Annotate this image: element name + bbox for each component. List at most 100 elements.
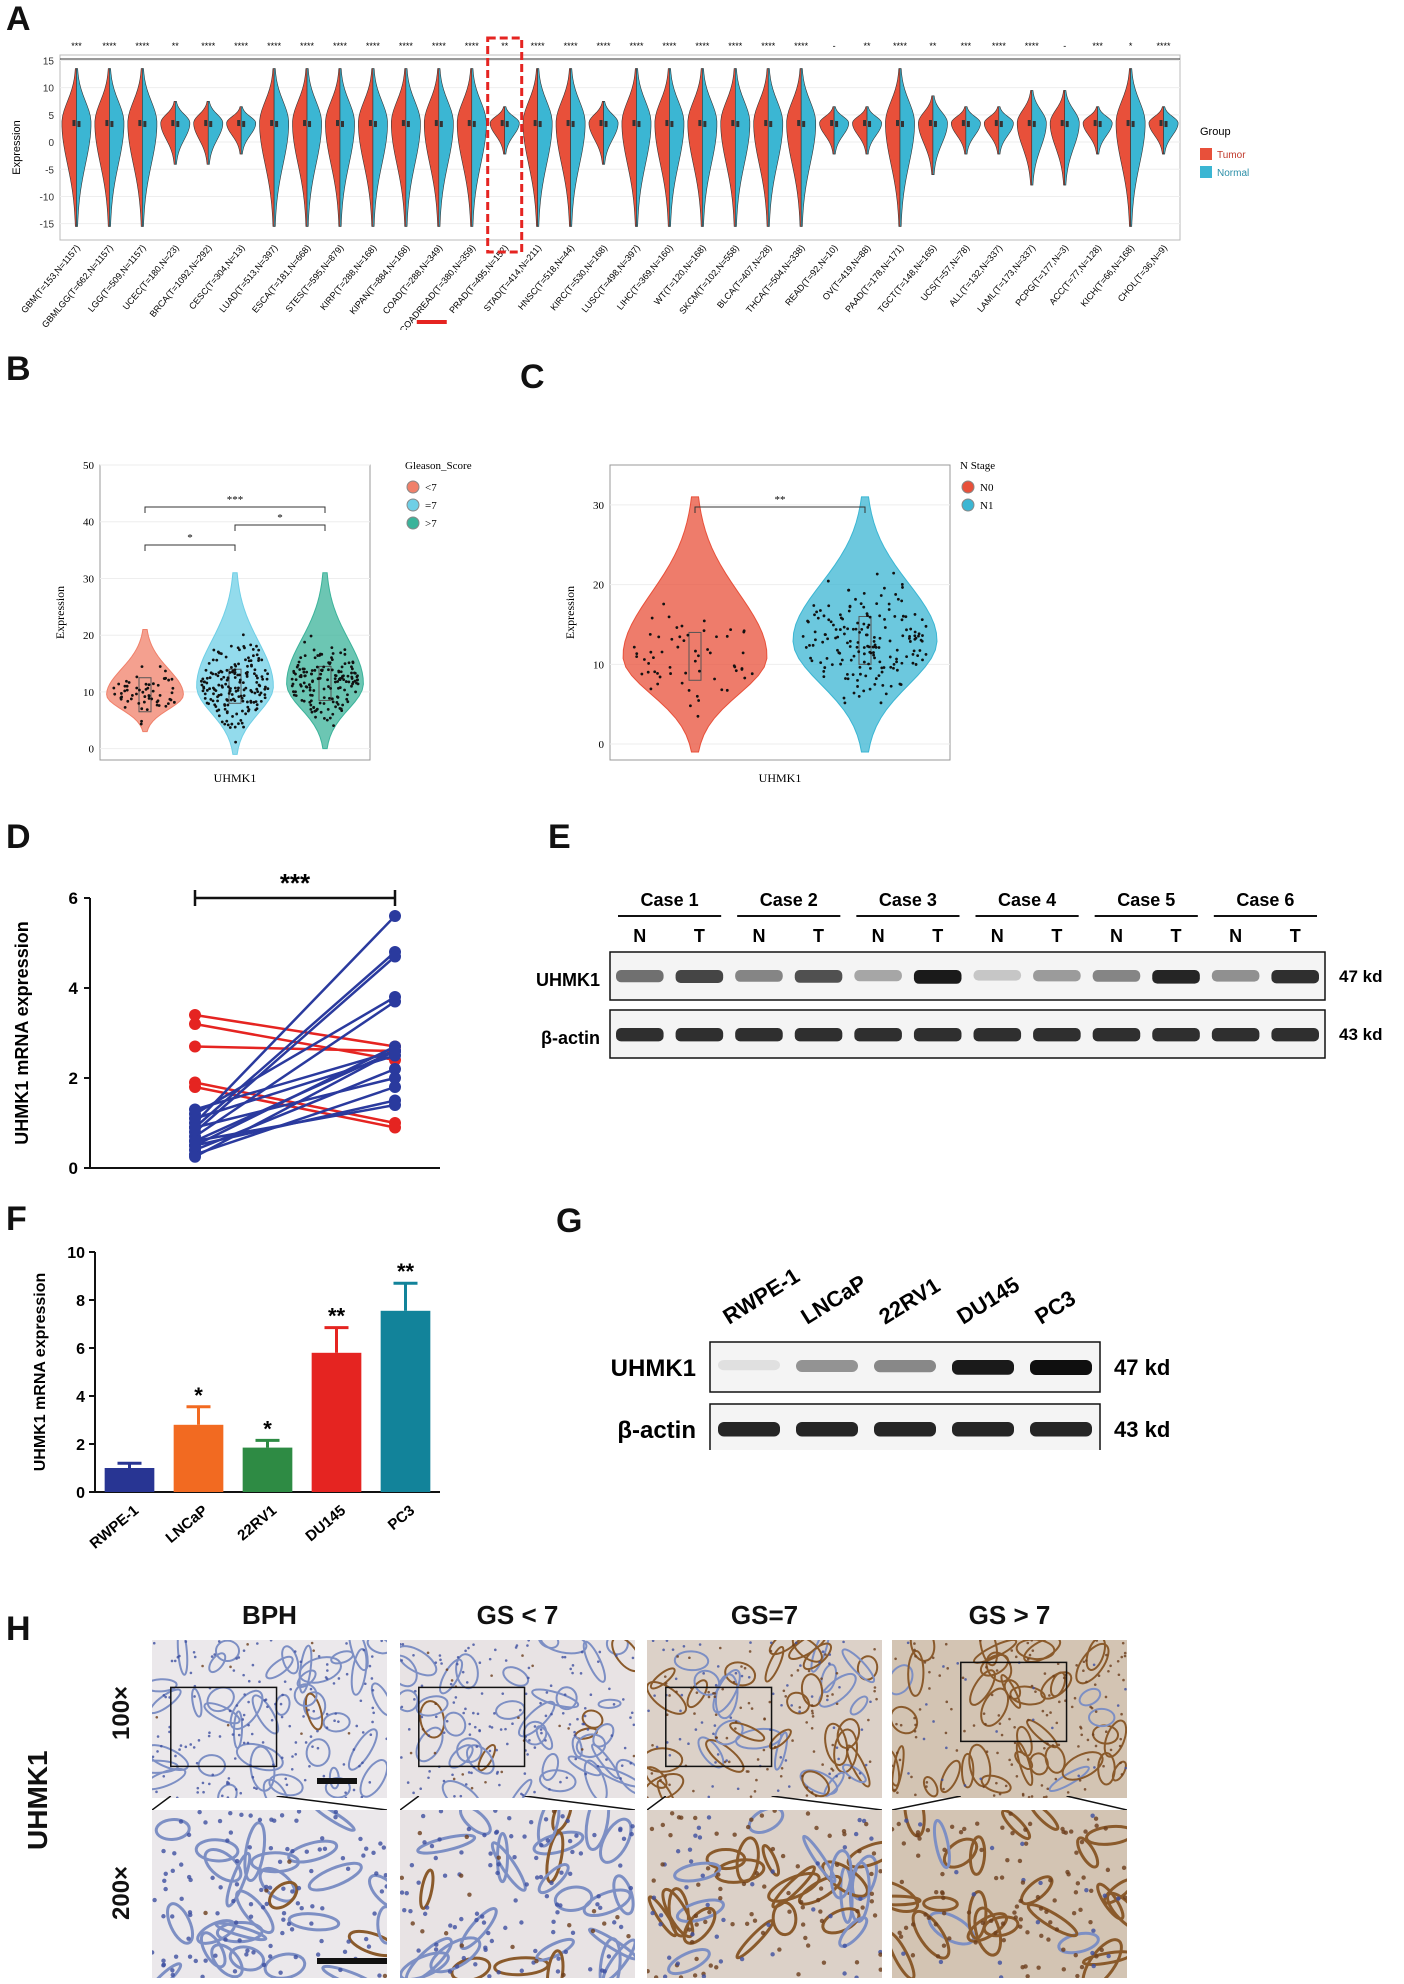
nucleus [622,1698,625,1701]
nucleus [821,1763,824,1766]
point-B [264,685,267,689]
point-B [256,676,259,680]
nucleus [384,1884,387,1889]
nucleus [442,1779,446,1783]
point-B [325,718,329,722]
nucleus [842,1640,845,1644]
nucleus [559,1780,562,1784]
point-B [236,646,240,650]
nucleus [213,1953,218,1958]
point-B [353,671,357,675]
pair-point-normal-1 [189,1018,201,1030]
nucleus [897,1930,902,1935]
nucleus [303,1778,307,1782]
nucleus [820,1677,823,1680]
nucleus [716,1872,721,1877]
nucleus [973,1940,978,1945]
blot-g-row-label-1: β-actin [617,1417,696,1444]
nucleus [409,1751,413,1755]
nucleus [1089,1888,1094,1893]
nucleus [763,1718,766,1721]
nucleus [794,1641,798,1645]
nucleus [247,1845,252,1850]
nucleus [1023,1827,1028,1832]
nucleus [455,1662,459,1666]
nucleus [629,1831,634,1837]
nucleus [896,1791,899,1794]
nucleus [1054,1777,1058,1781]
nucleus [400,1890,405,1895]
point-C [854,597,857,601]
nucleus [1000,1733,1004,1737]
nucleus [1061,1947,1066,1952]
nucleus [907,1772,910,1775]
nucleus [878,1869,882,1874]
pair-point-tumor-19 [389,1045,401,1057]
violin-B-2 [286,572,364,750]
legend-title-C: N Stage [960,460,995,472]
point-C [680,624,684,628]
nucleus [651,1743,654,1747]
nucleus [304,1849,309,1854]
nucleus [452,1924,458,1930]
nucleus [189,1743,193,1746]
nucleus [261,1741,265,1744]
nucleus [984,1722,987,1726]
nucleus [250,1732,254,1736]
band [854,1028,902,1042]
nucleus [203,1910,208,1916]
point-B [255,653,259,657]
nucleus [650,1910,655,1916]
pair-point-tumor-13 [389,1063,401,1075]
gland [968,1835,987,1876]
nucleus [942,1665,945,1668]
nucleus [718,1646,722,1650]
nucleus [188,1877,193,1883]
point-C [895,648,899,652]
gland [1078,1687,1102,1707]
nucleus [289,1687,293,1691]
nucleus [380,1640,383,1643]
point-C [905,628,908,632]
nucleus [1035,1920,1041,1925]
point-B [235,712,239,716]
point-B [164,704,168,708]
point-B [345,697,349,701]
point-B [304,685,308,688]
nucleus [452,1777,456,1781]
point-C [895,660,898,664]
point-C [862,660,866,664]
nucleus [1046,1742,1049,1745]
sig-label-d: *** [280,868,311,898]
nucleus [401,1642,405,1646]
point-B [223,722,227,726]
gland [846,1840,882,1869]
gland [911,1909,951,1960]
case-label-5: Case 5 [1117,890,1175,910]
gland [838,1916,869,1948]
point-B [139,722,143,726]
nucleus [1041,1709,1045,1713]
y-axis-label-a: Expression [11,120,23,174]
point-C [856,685,859,688]
point-C [741,651,745,655]
point-B [350,675,354,679]
nucleus [379,1889,385,1894]
box-tumor-22 [797,120,801,127]
box-tumor-27 [961,120,965,127]
gland [647,1680,688,1715]
sig-label-f: ** [328,1304,346,1329]
nucleus [478,1729,481,1733]
nucleus [1013,1725,1016,1729]
point-C [646,670,650,674]
nucleus [694,1922,699,1927]
nucleus [714,1761,717,1764]
nucleus [201,1664,204,1668]
point-B [170,677,174,681]
nucleus [501,1692,505,1695]
box-tumor-21 [764,120,768,127]
nucleus [1043,1672,1047,1675]
point-C [725,634,729,638]
point-C [684,671,688,675]
nucleus [465,1681,469,1684]
